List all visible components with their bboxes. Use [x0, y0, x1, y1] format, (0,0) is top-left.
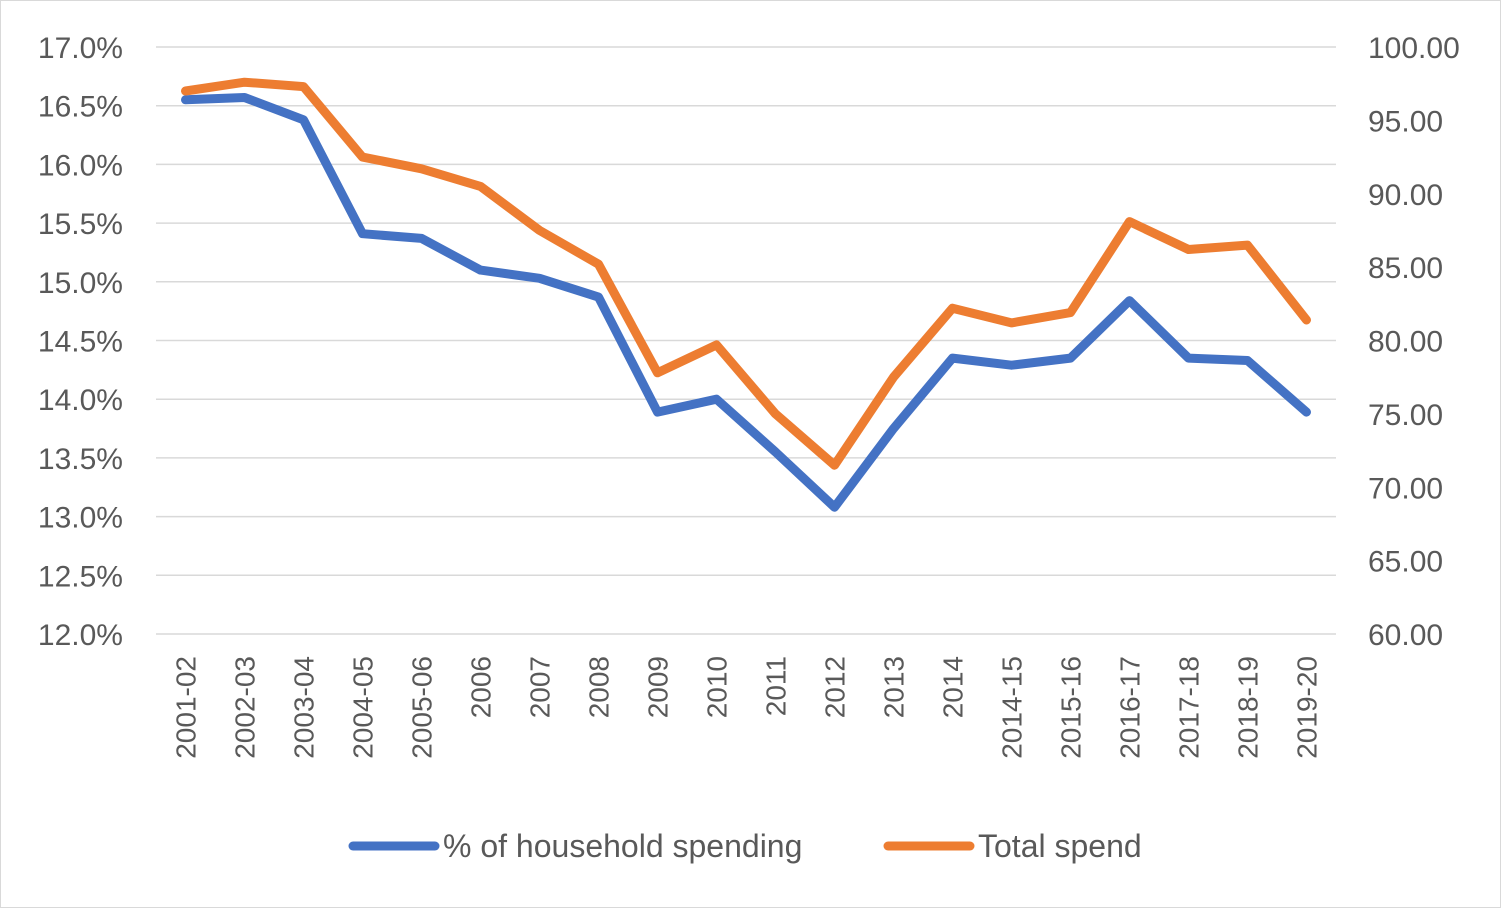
- category-label: 2009: [643, 656, 674, 718]
- left-tick-label: 14.0%: [38, 384, 123, 417]
- legend: % of household spending Total spend: [353, 828, 1142, 864]
- category-label: 2014-15: [997, 656, 1028, 759]
- left-tick-label: 13.0%: [38, 502, 123, 535]
- category-label: 2016-17: [1115, 656, 1146, 759]
- category-label: 2017-18: [1174, 656, 1205, 759]
- right-axis: 60.00 65.00 70.00 75.00 80.00 85.00 90.00 95.00…: [1368, 32, 1460, 652]
- category-label: 2008: [584, 656, 615, 718]
- right-tick-label: 90.00: [1368, 179, 1443, 212]
- series-line-total-spend: [186, 82, 1307, 465]
- category-label: 2018-19: [1233, 656, 1264, 759]
- category-label: 2015-16: [1056, 656, 1087, 759]
- series-line-household-share: [186, 98, 1307, 508]
- left-tick-label: 17.0%: [38, 32, 123, 65]
- left-tick-label: 16.0%: [38, 149, 123, 182]
- category-label: 2006: [466, 656, 497, 718]
- right-tick-label: 100.00: [1368, 32, 1460, 65]
- category-label: 2010: [702, 656, 733, 718]
- left-tick-label: 14.5%: [38, 326, 123, 359]
- category-label: 2004-05: [348, 656, 379, 759]
- right-tick-label: 65.00: [1368, 546, 1443, 579]
- category-label: 2012: [820, 656, 851, 718]
- series-lines: [185, 82, 1306, 507]
- left-axis: 12.0% 12.5% 13.0% 13.5% 14.0% 14.5% 15.0% 15.5%…: [38, 32, 123, 652]
- category-label: 2013: [879, 656, 910, 718]
- left-tick-label: 15.0%: [38, 267, 123, 300]
- right-tick-label: 95.00: [1368, 105, 1443, 138]
- left-tick-label: 12.5%: [38, 560, 123, 593]
- right-tick-label: 70.00: [1368, 472, 1443, 505]
- legend-label: Total spend: [978, 828, 1142, 864]
- right-tick-label: 85.00: [1368, 252, 1443, 285]
- category-axis: 2001-02 2002-03 2003-04 2004-05 2005-06 2006 2…: [171, 656, 1323, 759]
- left-tick-label: 16.5%: [38, 91, 123, 124]
- left-tick-label: 15.5%: [38, 208, 123, 241]
- right-tick-label: 75.00: [1368, 399, 1443, 432]
- left-tick-label: 13.5%: [38, 443, 123, 476]
- category-label: 2001-02: [171, 656, 202, 759]
- category-label: 2002-03: [230, 656, 261, 759]
- legend-label: % of household spending: [443, 828, 802, 864]
- category-label: 2005-06: [407, 656, 438, 759]
- right-tick-label: 60.00: [1368, 619, 1443, 652]
- gridlines: [156, 47, 1336, 634]
- category-label: 2014: [938, 656, 969, 718]
- category-label: 2011: [761, 656, 792, 716]
- category-label: 2007: [525, 656, 556, 718]
- left-tick-label: 12.0%: [38, 619, 123, 652]
- category-label: 2003-04: [289, 656, 320, 759]
- right-tick-label: 80.00: [1368, 326, 1443, 359]
- category-label: 2019-20: [1292, 656, 1323, 759]
